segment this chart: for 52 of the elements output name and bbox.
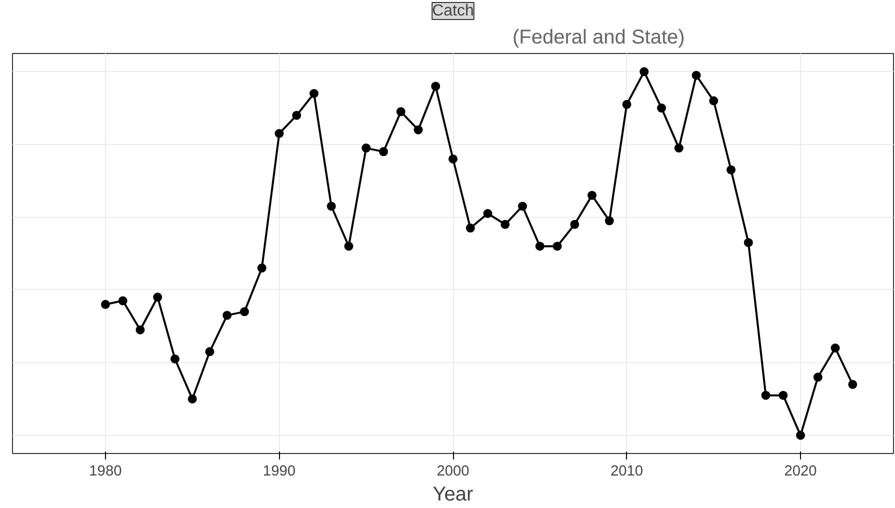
point [344,242,354,251]
point [118,296,128,306]
point [500,220,510,229]
point [830,344,840,353]
point [813,372,822,382]
x-tick-label: 2020 [784,464,817,480]
point [726,165,736,174]
point [518,202,528,211]
point [657,104,666,113]
chart-title: Catch [432,2,474,20]
point [378,147,388,156]
point [778,390,788,400]
point [448,154,458,164]
point [483,209,492,218]
point [466,224,475,233]
point [570,220,580,229]
point [640,67,649,76]
point [604,216,614,226]
point [326,202,336,211]
point [257,264,266,273]
point [396,107,406,116]
point [535,242,544,251]
point [622,100,632,109]
text: (Federal and State) [512,26,685,48]
point [100,300,110,309]
x-tick-label: 1980 [89,464,122,480]
x-tick-label: 1990 [262,464,296,480]
point [170,354,180,364]
point [309,89,318,98]
point [414,125,423,134]
point [674,144,684,153]
point [362,144,371,153]
point [205,347,214,356]
point [292,110,302,120]
point [588,190,597,200]
point [692,70,701,80]
point [431,82,440,91]
x-tick-label: 2000 [436,464,470,480]
point [136,325,145,334]
point [188,394,197,404]
point [796,430,806,440]
point [744,238,753,248]
point [848,380,858,389]
point [153,292,162,302]
point [240,307,249,316]
point [222,310,232,320]
point [761,390,770,400]
point [552,242,562,251]
point [274,129,284,138]
x-axis-title: Year [432,484,474,506]
point [709,96,718,106]
x-tick-label: 2010 [610,464,644,480]
